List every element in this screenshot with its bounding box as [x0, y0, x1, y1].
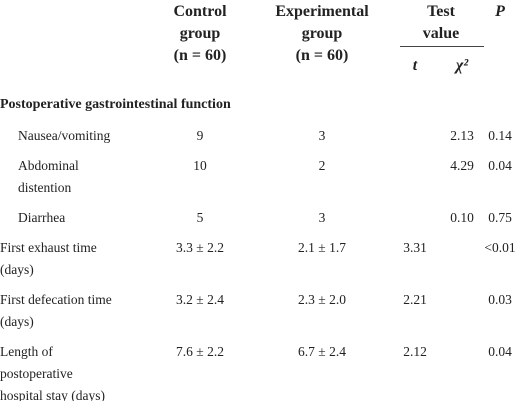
cell: 2 — [318, 158, 326, 173]
cell: 0.10 — [450, 210, 474, 225]
row-label: First defecation time — [0, 292, 112, 307]
column-header: group — [301, 25, 343, 42]
cell: 0.04 — [488, 344, 512, 359]
column-header: (n = 60) — [295, 47, 349, 64]
cell: 3.31 — [403, 240, 427, 255]
cell: 3 — [318, 128, 326, 143]
row-label: distention — [18, 180, 72, 195]
cell: 0.14 — [488, 128, 512, 143]
cell: 7.6 ± 2.2 — [176, 344, 224, 359]
row-label: (days) — [0, 314, 34, 329]
column-header: t — [412, 57, 418, 74]
cell: 2.13 — [450, 128, 474, 143]
cell: 0.75 — [488, 210, 512, 225]
cell: 2.21 — [403, 292, 427, 307]
cell: 3.3 ± 2.2 — [176, 240, 224, 255]
column-header: (n = 60) — [173, 47, 227, 64]
row-label: Nausea/vomiting — [18, 128, 111, 143]
row-label: Abdominal — [18, 158, 79, 173]
row-label: hospital stay (days) — [0, 388, 105, 401]
cell: 9 — [196, 128, 204, 143]
cell: 6.7 ± 2.4 — [298, 344, 346, 359]
cell: 3.2 ± 2.4 — [176, 292, 224, 307]
section-title: Postoperative gastrointestinal function — [0, 97, 231, 112]
header-rule — [400, 46, 484, 47]
cell: 2.3 ± 2.0 — [298, 292, 346, 307]
column-header: P — [495, 3, 505, 20]
cell: 3 — [318, 210, 326, 225]
column-header: Test — [427, 3, 455, 20]
cell: 0.03 — [488, 292, 512, 307]
column-header: value — [422, 25, 460, 42]
cell: 10 — [193, 158, 207, 173]
row-label: First exhaust time — [0, 240, 97, 255]
column-header: χ² — [455, 57, 469, 74]
row-label: (days) — [0, 262, 34, 277]
cell: 4.29 — [450, 158, 474, 173]
column-header: Control — [173, 3, 227, 20]
cell: <0.01 — [484, 240, 516, 255]
cell: 2.12 — [403, 344, 427, 359]
cell: 0.04 — [488, 158, 512, 173]
row-label: postoperative — [0, 366, 73, 381]
row-label: Diarrhea — [18, 210, 66, 225]
column-header: group — [179, 25, 221, 42]
column-header: Experimental — [275, 3, 369, 20]
cell: 5 — [196, 210, 204, 225]
cell: 2.1 ± 1.7 — [298, 240, 346, 255]
row-label: Length of — [0, 344, 53, 359]
